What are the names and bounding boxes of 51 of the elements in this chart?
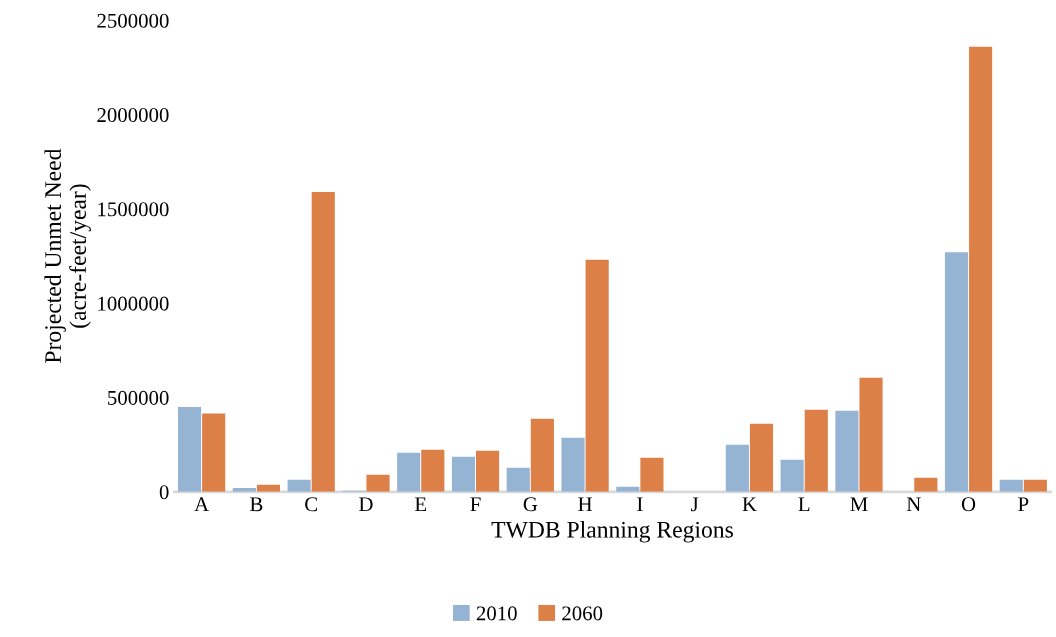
x-tick-label: E	[414, 497, 427, 512]
bar	[944, 252, 969, 492]
bar	[859, 377, 883, 492]
bar	[476, 450, 500, 492]
bar	[999, 479, 1023, 492]
bar	[585, 259, 609, 492]
bar	[366, 474, 390, 492]
bar	[178, 406, 202, 492]
bar	[311, 191, 335, 492]
x-tick-label: B	[250, 497, 263, 512]
x-tick-label: D	[359, 497, 373, 512]
bar	[804, 409, 828, 492]
x-tick-label: H	[578, 497, 592, 512]
bar	[561, 437, 585, 492]
bar	[780, 459, 804, 492]
bar	[451, 456, 476, 492]
bar	[1023, 479, 1047, 492]
legend-label: 2060	[562, 606, 603, 621]
x-tick-label: O	[961, 497, 976, 512]
y-tick-label: 2000000	[97, 108, 169, 123]
x-tick-label: F	[470, 497, 481, 512]
y-tick-label: 0	[159, 485, 169, 500]
bar	[969, 46, 993, 492]
y-tick-label: 2500000	[97, 13, 169, 28]
bar	[725, 444, 749, 492]
x-tick-label: I	[637, 497, 643, 512]
x-tick-label: C	[305, 497, 317, 512]
x-tick-label: K	[742, 497, 757, 512]
x-tick-label: L	[798, 497, 810, 512]
x-tick-label: M	[850, 497, 868, 512]
y-tick-label: 500000	[108, 390, 169, 405]
y-axis-title: Projected Unmet Need (acre-feet/year)	[44, 148, 91, 363]
x-tick-label: P	[1018, 497, 1029, 512]
bar	[835, 410, 859, 492]
bar	[749, 423, 774, 492]
bar	[202, 413, 226, 492]
bar	[530, 418, 554, 492]
bar	[287, 479, 311, 492]
x-axis-title: TWDB Planning Regions	[491, 521, 733, 543]
bar	[506, 467, 530, 492]
legend-label: 2010	[476, 606, 517, 621]
y-tick-label: 1500000	[98, 202, 169, 217]
y-tick-label: 1000000	[98, 296, 169, 311]
x-tick-label: G	[523, 497, 538, 512]
bar	[640, 457, 664, 492]
x-tick-label: J	[691, 497, 699, 512]
x-tick-label: A	[194, 497, 209, 512]
bar	[421, 449, 445, 492]
bar	[397, 452, 421, 492]
bar	[914, 477, 938, 492]
x-tick-label: N	[906, 497, 921, 512]
